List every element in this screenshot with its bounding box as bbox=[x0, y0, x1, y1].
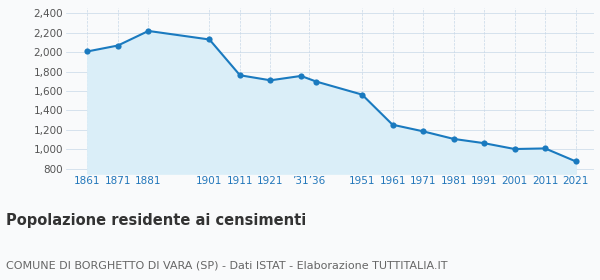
Point bbox=[205, 37, 214, 42]
Point bbox=[113, 43, 122, 48]
Text: Popolazione residente ai censimenti: Popolazione residente ai censimenti bbox=[6, 213, 306, 228]
Point bbox=[388, 122, 397, 127]
Point bbox=[449, 137, 458, 141]
Text: COMUNE DI BORGHETTO DI VARA (SP) - Dati ISTAT - Elaborazione TUTTITALIA.IT: COMUNE DI BORGHETTO DI VARA (SP) - Dati … bbox=[6, 261, 448, 271]
Point bbox=[296, 74, 306, 78]
Point bbox=[571, 159, 580, 164]
Point bbox=[311, 79, 321, 84]
Point bbox=[143, 29, 153, 33]
Point bbox=[510, 147, 520, 151]
Point bbox=[418, 129, 428, 134]
Point bbox=[479, 141, 489, 145]
Point bbox=[235, 73, 245, 78]
Point bbox=[266, 78, 275, 83]
Point bbox=[83, 49, 92, 54]
Point bbox=[541, 146, 550, 151]
Point bbox=[357, 92, 367, 97]
